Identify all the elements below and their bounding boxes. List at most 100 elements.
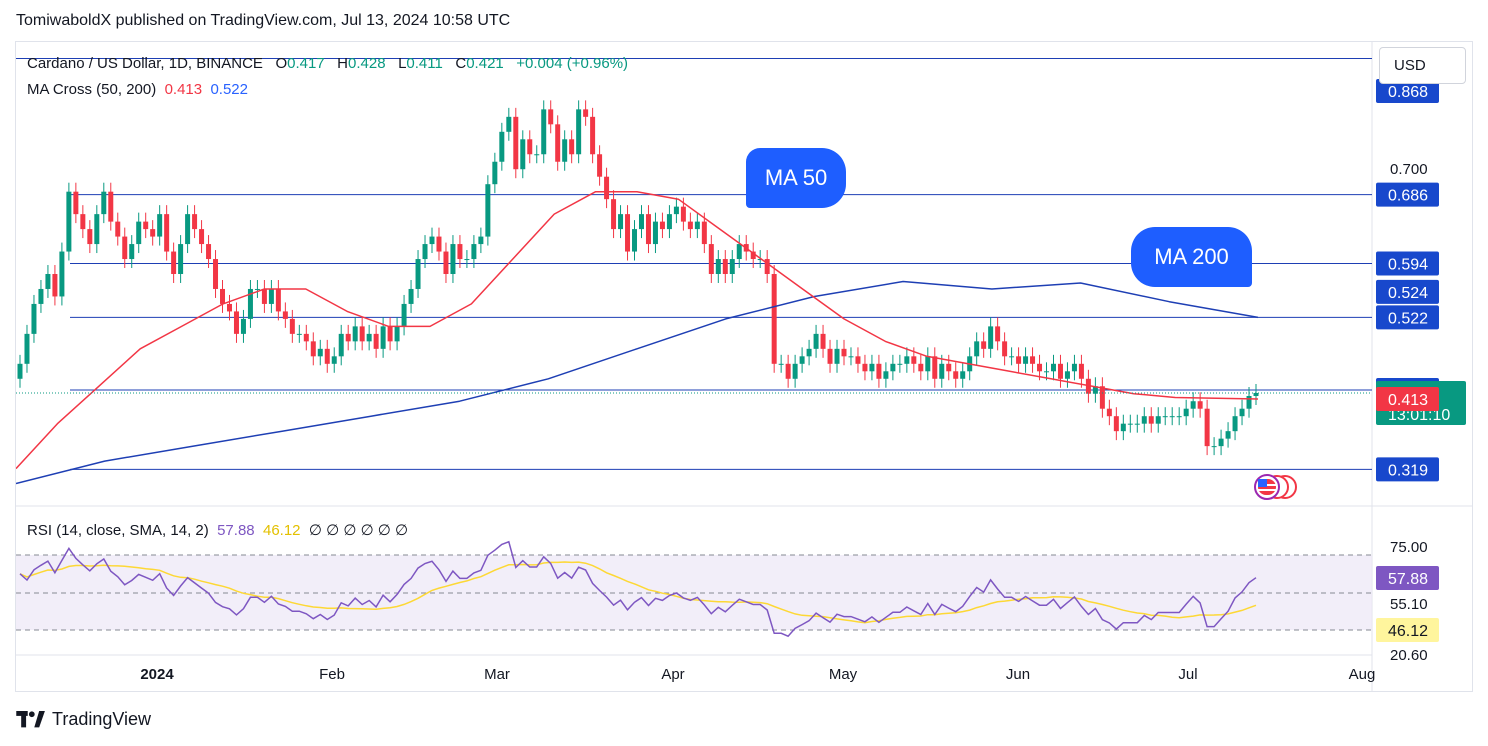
candle — [185, 205, 191, 254]
candle — [813, 324, 819, 358]
rsi-tag-bg — [1376, 566, 1439, 590]
ohlc-open-label: O — [275, 55, 288, 72]
us-flag-events-icon[interactable] — [1254, 474, 1297, 500]
candle — [17, 354, 23, 388]
candle — [555, 115, 561, 171]
candle — [80, 205, 86, 239]
ma-cross-label: MA Cross (50, 200) — [27, 81, 157, 98]
currency-button[interactable]: USD — [1379, 47, 1466, 84]
candle — [974, 332, 980, 366]
ma50-line — [16, 190, 1259, 470]
ohlc-close-label: C — [455, 55, 467, 72]
candle — [1016, 347, 1022, 373]
candle — [764, 250, 770, 283]
candle — [261, 279, 267, 313]
footer-brand[interactable]: TradingView — [16, 709, 151, 730]
time-tick-Mar: Mar — [484, 666, 510, 683]
price-tag-0.413: 0.413 — [1376, 386, 1439, 411]
tradingview-logo-icon — [16, 710, 45, 727]
footer-brand-label: TradingView — [52, 709, 152, 729]
svg-text:0.594: 0.594 — [1388, 257, 1428, 274]
candle — [1148, 407, 1154, 433]
candle — [1030, 347, 1036, 373]
candle — [122, 227, 128, 269]
rsi-axis-55: 55.10 — [1390, 596, 1428, 613]
candle — [199, 220, 205, 254]
candle — [471, 235, 477, 269]
candle — [1246, 387, 1252, 418]
candle — [373, 324, 379, 358]
candle — [492, 152, 498, 194]
candle — [94, 205, 100, 254]
candle — [1099, 377, 1105, 418]
candle — [778, 354, 784, 373]
symbol-legend[interactable]: Cardano / US Dollar, 1D, BINANCE O0.417 … — [27, 55, 628, 72]
candle — [799, 347, 805, 373]
candle — [834, 339, 840, 373]
candle — [226, 294, 232, 321]
candle — [694, 212, 700, 239]
candle — [317, 339, 323, 366]
candle — [129, 235, 135, 269]
candle — [143, 212, 149, 239]
candle — [946, 354, 952, 381]
candle — [562, 130, 568, 171]
candle — [73, 182, 79, 224]
ma-lines — [16, 190, 1259, 485]
candle — [240, 309, 246, 343]
candle — [59, 242, 65, 306]
candle — [1155, 407, 1161, 433]
rsi-sma-tag: 46.12 — [1388, 623, 1428, 640]
candle — [1141, 407, 1147, 433]
candle — [387, 317, 393, 351]
symbol-name: Cardano / US Dollar, 1D, BINANCE — [27, 55, 263, 72]
candle — [645, 205, 651, 254]
candle — [1232, 407, 1238, 441]
candle — [1204, 399, 1210, 456]
candle — [1092, 377, 1098, 403]
candle — [485, 175, 491, 246]
price-tag-0.868: 0.868 — [1376, 79, 1439, 103]
candle — [345, 324, 351, 351]
rsi-sma-line — [19, 561, 1257, 624]
candle — [213, 250, 219, 298]
candle — [618, 205, 624, 239]
candle — [722, 250, 728, 283]
svg-text:0.868: 0.868 — [1388, 84, 1428, 101]
candle — [24, 324, 30, 373]
rsi-axis-20: 20.60 — [1390, 647, 1428, 664]
candle — [457, 235, 463, 269]
ohlc-high-value: 0.428 — [348, 55, 386, 72]
candle — [995, 317, 1001, 351]
ma200-line — [16, 280, 1259, 485]
candle — [66, 182, 72, 261]
candle — [429, 227, 435, 254]
candle — [366, 324, 372, 351]
rsi-label: RSI (14, close, SMA, 14, 2) — [27, 522, 209, 539]
candle — [408, 279, 414, 313]
candle — [499, 122, 505, 171]
candle — [282, 302, 288, 328]
rsi-legend[interactable]: RSI (14, close, SMA, 14, 2) 57.88 46.12 … — [27, 521, 408, 539]
time-tick-Aug: Aug — [1349, 666, 1376, 683]
rsi-extras: ∅ ∅ ∅ ∅ ∅ ∅ — [308, 522, 409, 539]
time-tick-May: May — [829, 666, 858, 683]
candle — [597, 145, 603, 186]
time-tick-Apr: Apr — [661, 666, 684, 683]
candle — [352, 317, 358, 351]
price-tag-0.524: 0.524 — [1376, 279, 1439, 304]
candle — [359, 317, 365, 351]
rsi-axis-75: 75.00 — [1390, 539, 1428, 556]
candle — [534, 145, 540, 164]
candle — [904, 347, 910, 373]
candle — [1218, 429, 1224, 456]
candle — [1002, 332, 1008, 366]
candle — [31, 294, 37, 343]
candle — [604, 167, 610, 209]
candle — [855, 347, 861, 373]
candle — [45, 265, 51, 298]
ma-cross-legend[interactable]: MA Cross (50, 200) 0.413 0.522 — [27, 81, 248, 98]
candle — [324, 339, 330, 373]
candle — [1169, 407, 1175, 426]
